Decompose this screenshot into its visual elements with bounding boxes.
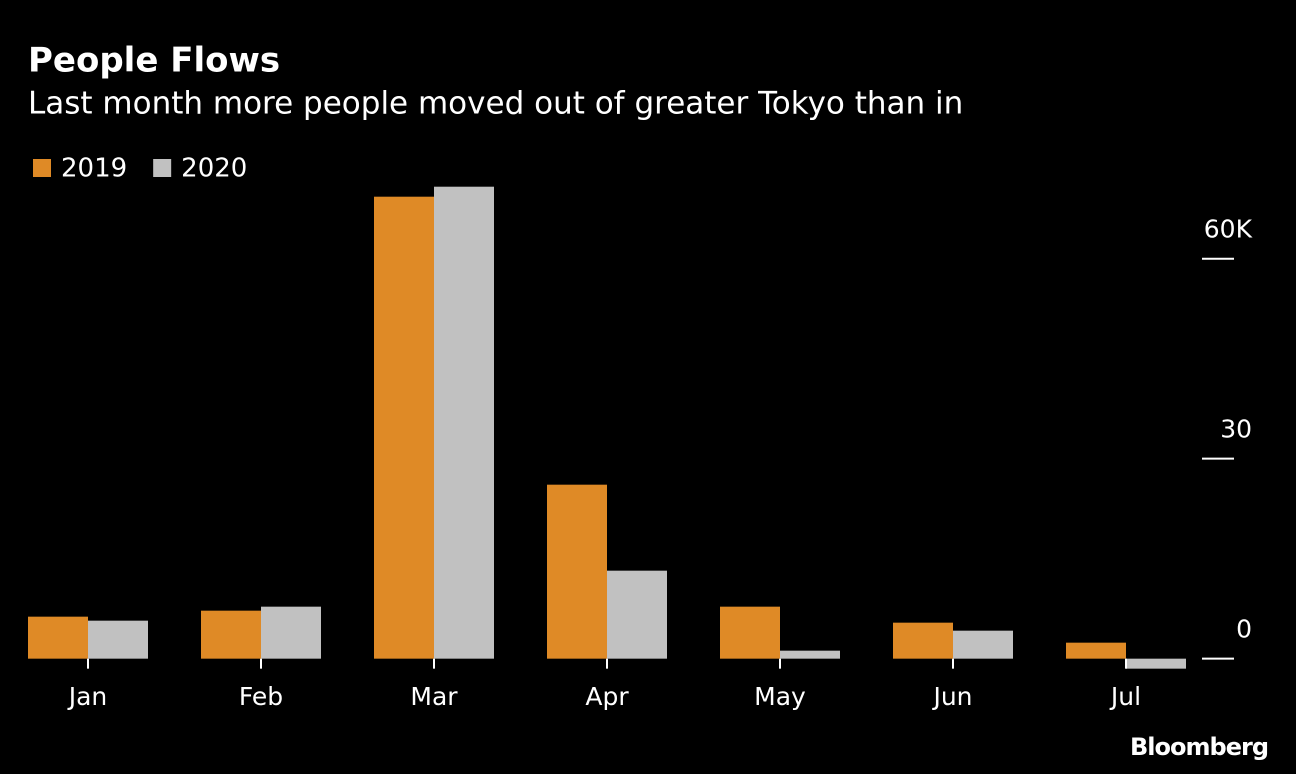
- bar: [28, 616, 88, 659]
- bar: [201, 610, 261, 659]
- legend-swatch: [153, 159, 172, 177]
- bar: [893, 622, 953, 659]
- bar: [607, 570, 667, 659]
- legend-label: 2019: [61, 154, 127, 184]
- bar: [1066, 642, 1126, 659]
- bar: [720, 606, 780, 659]
- bar: [1126, 658, 1186, 669]
- bar: [547, 484, 607, 659]
- source: Bloomberg: [1130, 733, 1268, 761]
- chart-title: People Flows: [28, 41, 280, 81]
- y-tick-label: 30: [1220, 415, 1252, 444]
- y-tick-label: 0: [1236, 615, 1252, 644]
- x-tick-label: Feb: [239, 682, 283, 711]
- x-tick-label: Apr: [585, 682, 629, 711]
- x-tick-label: Mar: [410, 682, 458, 711]
- bar: [780, 650, 840, 659]
- bar: [953, 630, 1013, 659]
- x-tick-label: Jan: [67, 682, 108, 711]
- chart-subtitle: Last month more people moved out of grea…: [28, 86, 963, 122]
- x-tick-label: Jul: [1109, 682, 1141, 711]
- legend-swatch: [33, 159, 51, 177]
- y-tick-label: 60K: [1204, 215, 1253, 244]
- bar: [434, 186, 494, 659]
- bar: [88, 620, 148, 659]
- x-tick-label: May: [754, 682, 806, 711]
- bar: [374, 196, 434, 659]
- x-tick-label: Jun: [931, 682, 972, 711]
- bar: [261, 606, 321, 659]
- legend-label: 2020: [181, 154, 247, 184]
